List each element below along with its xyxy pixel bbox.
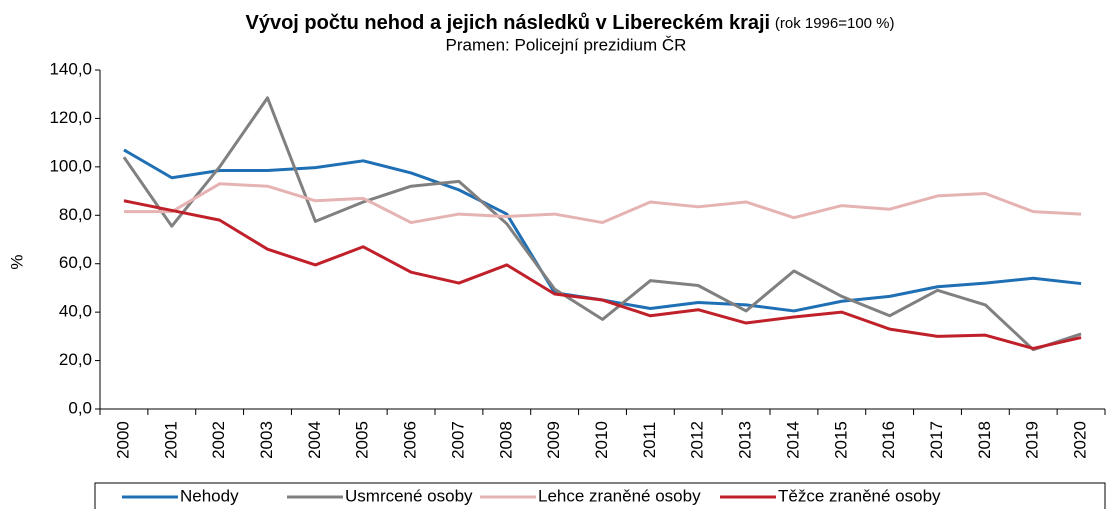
x-tick-label: 2002 — [209, 421, 228, 459]
x-tick-label: 2004 — [305, 421, 324, 459]
legend-label: Těžce zraněné osoby — [778, 486, 941, 505]
y-tick-label: 60,0 — [59, 253, 92, 272]
x-tick-label: 2001 — [161, 421, 180, 459]
x-tick-label: 2009 — [544, 421, 563, 459]
y-tick-label: 20,0 — [59, 350, 92, 369]
x-tick-label: 2012 — [688, 421, 707, 459]
series-line — [123, 182, 1082, 225]
title-main: Vývoj počtu nehod a jejich následků v Li… — [245, 12, 770, 34]
x-tick-label: 2005 — [353, 421, 372, 459]
x-tick-label: 2018 — [975, 421, 994, 459]
series-line — [123, 199, 1082, 350]
legend-label: Lehce zraněné osoby — [538, 486, 701, 505]
y-tick-label: 140,0 — [49, 59, 92, 78]
x-tick-label: 2016 — [879, 421, 898, 459]
x-tick-label: 2006 — [401, 421, 420, 459]
y-tick-label: 120,0 — [49, 108, 92, 127]
legend-box — [94, 482, 1106, 509]
x-tick-label: 2011 — [640, 422, 659, 459]
x-tick-label: 2008 — [496, 421, 515, 459]
x-tick-label: 2000 — [113, 421, 132, 459]
x-tick-label: 2019 — [1023, 421, 1042, 459]
x-tick-label: 2017 — [927, 421, 946, 459]
series-line — [123, 148, 1082, 313]
legend-label: Usmrcené osoby — [345, 486, 473, 505]
y-tick-label: 0,0 — [68, 398, 92, 417]
x-tick-label: 2010 — [592, 421, 611, 459]
x-tick-label: 2015 — [831, 421, 850, 459]
title-note: (rok 1996=100 %) — [775, 15, 895, 32]
legend-label: Nehody — [180, 486, 239, 505]
chart-title: Vývoj počtu nehod a jejich následků v Li… — [245, 12, 894, 34]
x-tick-label: 2020 — [1071, 421, 1090, 459]
x-tick-label: 2003 — [257, 421, 276, 459]
y-axis-label: % — [7, 254, 26, 269]
y-tick-label: 40,0 — [59, 302, 92, 321]
chart-subtitle: Pramen: Policejní prezidium ČR — [446, 35, 687, 54]
y-tick-label: 100,0 — [49, 156, 92, 175]
x-tick-label: 2007 — [448, 421, 467, 459]
x-tick-label: 2013 — [736, 421, 755, 459]
y-tick-label: 80,0 — [59, 205, 92, 224]
x-tick-label: 2014 — [783, 421, 802, 459]
series-line — [122, 96, 1082, 352]
